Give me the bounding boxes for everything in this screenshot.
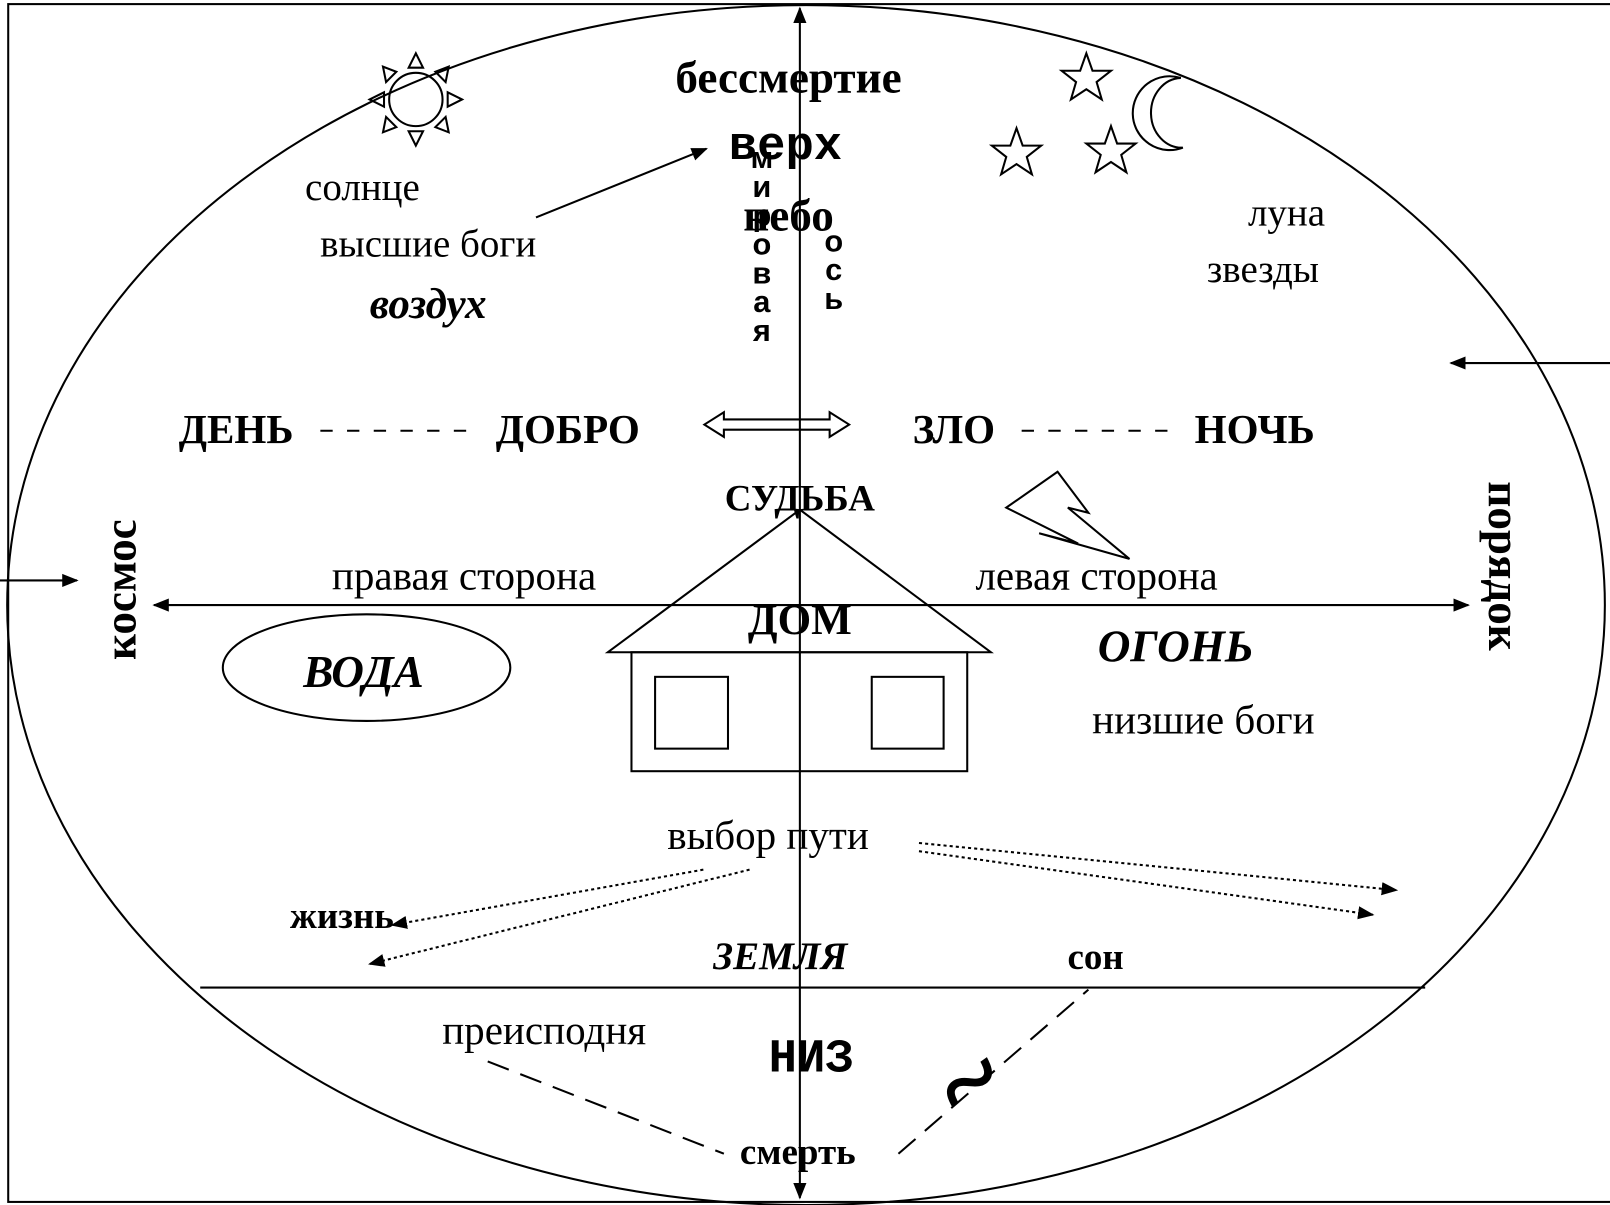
label: низшие боги [1092,696,1314,742]
label: выбор пути [667,812,869,858]
moon [1133,76,1183,150]
path-arrow [392,870,703,925]
label: ЗЛО [913,406,995,452]
label: ВОДА [302,647,423,697]
label: ОГОНЬ [1098,621,1254,671]
label: жизнь [290,895,394,936]
window [655,677,728,749]
path-arrow [370,870,750,964]
double-arrow [704,412,849,437]
page: бессмертие верх небо мировая ось солнце … [0,0,1610,1205]
vertical-label: ось [816,223,851,309]
sun [370,53,462,145]
label: сон [1067,936,1123,977]
vertical-label: мировая [744,140,779,342]
label: левая сторона [975,553,1217,599]
path-arrow [919,851,1373,915]
label: ДОБРО [496,406,640,452]
label: НИЗ [769,1034,854,1087]
label: порядок [1479,481,1529,650]
label: преисподня [442,1007,646,1053]
window [872,677,944,749]
lightning [1006,472,1129,559]
label: ЗЕМЛЯ [712,935,848,978]
label: ДОМ [748,597,852,644]
label: ДЕНЬ [179,406,294,452]
label: НОЧЬ [1195,406,1315,452]
labels: бессмертие верх небо мировая ось солнце … [96,52,1529,1172]
label: смерть [740,1131,856,1172]
dashed-link [488,1061,724,1153]
stars [992,53,1136,174]
label: правая сторона [332,553,596,599]
label: звезды [1207,248,1319,291]
label: космос [96,519,146,660]
world-model-diagram: бессмертие верх небо мировая ось солнце … [0,0,1610,1205]
label: СУДЬБА [725,478,875,519]
arrow-up [536,149,706,218]
label: высшие боги [320,222,536,265]
label: солнце [305,166,420,209]
label: воздух [370,281,487,328]
path-arrow [919,843,1396,890]
label: луна [1248,192,1325,235]
label: бессмертие [675,52,901,102]
